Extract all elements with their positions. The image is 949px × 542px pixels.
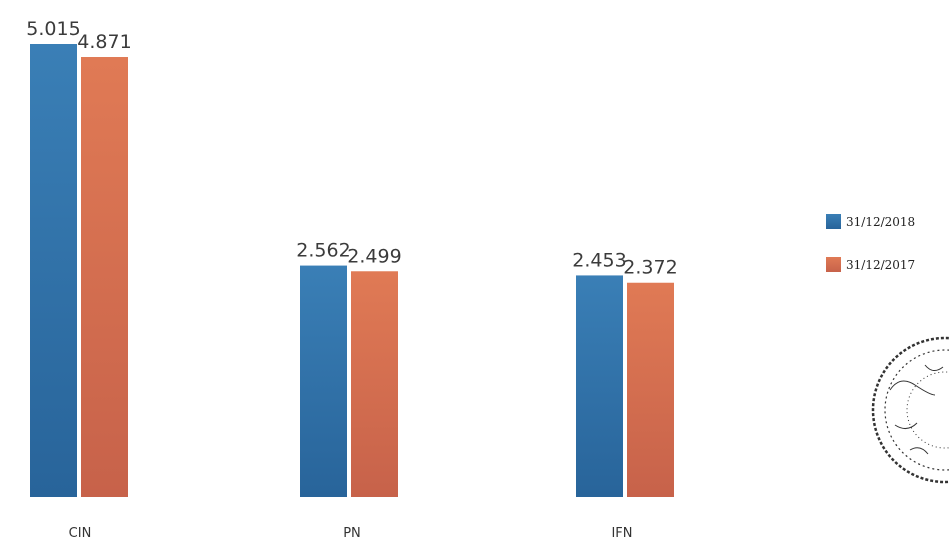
value-label-pn-2017: 2.499 — [347, 245, 401, 267]
category-label-cin: CIN — [69, 526, 92, 541]
legend-label-2017: 31/12/2017 — [846, 258, 915, 272]
bar-ifn-2017 — [627, 282, 674, 497]
bar-cin-2018 — [30, 44, 77, 497]
legend-label-2018: 31/12/2018 — [846, 215, 915, 229]
value-label-cin-2018: 5.015 — [26, 18, 80, 40]
value-label-ifn-2018: 2.453 — [572, 249, 626, 271]
value-label-cin-2017: 4.871 — [77, 31, 131, 53]
legend-swatch-2017 — [826, 257, 841, 272]
legend-swatch-2018 — [826, 214, 841, 229]
bar-ifn-2018 — [576, 275, 623, 497]
value-label-ifn-2017: 2.372 — [623, 257, 677, 279]
category-labels-group: CIN PN IFN — [69, 526, 633, 541]
legend: 31/12/2018 31/12/2017 — [826, 214, 915, 272]
value-label-pn-2018: 2.562 — [296, 240, 350, 262]
bar-pn-2017 — [351, 271, 398, 497]
bar-pn-2018 — [300, 265, 347, 497]
category-label-ifn: IFN — [611, 526, 632, 541]
category-label-pn: PN — [343, 526, 361, 541]
bars-group — [30, 44, 674, 497]
circular-stamp-icon — [871, 336, 949, 484]
bar-cin-2017 — [81, 57, 128, 497]
